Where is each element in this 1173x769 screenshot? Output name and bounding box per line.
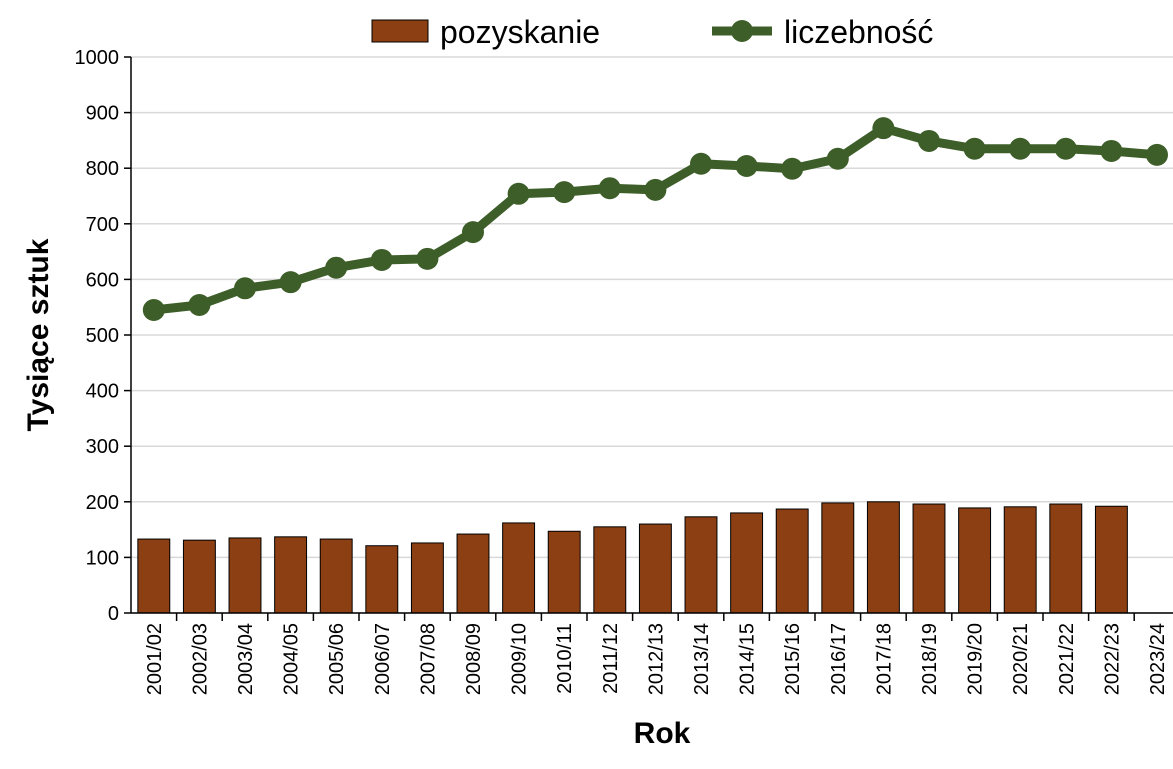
point (416, 247, 439, 270)
bar (730, 512, 764, 614)
point (370, 248, 393, 271)
x-tick-label: 2011/12 (600, 623, 622, 694)
y-tick-label: 300 (86, 436, 119, 458)
point (507, 182, 530, 205)
bar (547, 530, 581, 614)
y-axis-title: Tysiące sztuk (22, 238, 55, 431)
point (781, 157, 804, 180)
bar (274, 536, 308, 614)
point (462, 221, 484, 244)
x-axis-title: Rok (634, 717, 691, 750)
x-tick-label: 2017/18 (873, 623, 895, 695)
point (279, 271, 302, 294)
point (1054, 137, 1077, 160)
x-tick-label: 2007/08 (417, 623, 439, 695)
point (598, 177, 621, 200)
bar (1003, 506, 1037, 614)
x-tick-label: 2003/04 (235, 623, 257, 695)
bar (866, 501, 900, 614)
legend-label: liczebność (784, 14, 933, 50)
x-tick-label: 2002/03 (189, 623, 211, 695)
bar (775, 508, 809, 614)
x-tick-label: 2013/14 (691, 623, 713, 695)
y-tick-label: 200 (86, 492, 119, 514)
bar (958, 507, 992, 614)
x-tick-label: 2019/20 (965, 623, 987, 695)
x-tick-label: 2016/17 (828, 623, 850, 695)
line (153, 123, 1158, 315)
bar (593, 526, 627, 614)
point (690, 152, 712, 175)
bar (137, 538, 171, 614)
x-tick-label: 2010/11 (554, 623, 576, 694)
y-tick-label: 500 (86, 325, 119, 347)
bar (365, 545, 399, 614)
x-tick-label: 2020/21 (1010, 623, 1032, 695)
bar (319, 538, 353, 614)
point (872, 117, 895, 140)
y-tick-label: 900 (86, 103, 119, 125)
x-tick-label: 2009/10 (509, 623, 531, 695)
point (735, 154, 758, 177)
legend-swatch (731, 20, 753, 42)
x-tick-label: 2004/05 (281, 623, 303, 695)
x-tick-label: 2015/16 (782, 623, 804, 695)
point (644, 178, 667, 201)
point (234, 277, 256, 300)
x-tick-label: 2022/23 (1101, 623, 1123, 695)
y-tick-label: 600 (86, 269, 119, 291)
y-tick-label: 700 (86, 214, 119, 236)
x-tick-label: 2014/15 (737, 623, 759, 695)
bar (684, 516, 718, 614)
point (918, 129, 940, 152)
point (1146, 143, 1168, 166)
bar (1094, 505, 1128, 614)
point (325, 256, 348, 279)
bar (228, 537, 262, 614)
bar (638, 523, 672, 614)
x-tick-label: 2021/22 (1056, 623, 1078, 695)
bar (502, 522, 536, 614)
bar (456, 533, 490, 614)
bar (410, 542, 444, 614)
legend-swatch (371, 19, 429, 43)
point (553, 181, 576, 204)
x-tick-label: 2006/07 (372, 623, 394, 695)
point (1100, 139, 1123, 162)
bar (821, 502, 855, 614)
point (188, 293, 211, 316)
bar (912, 503, 946, 614)
point (1009, 137, 1032, 160)
x-tick-label: 2005/06 (326, 623, 348, 695)
bar (182, 539, 216, 614)
y-tick-label: 0 (108, 603, 119, 625)
y-tick-label: 800 (86, 158, 119, 180)
x-tick-label: 2018/19 (919, 623, 941, 695)
y-tick-label: 1000 (75, 47, 120, 69)
point (826, 147, 849, 170)
y-tick-label: 100 (86, 547, 119, 569)
x-tick-label: 2012/13 (645, 623, 667, 695)
bar (1049, 503, 1083, 614)
x-tick-label: 2001/02 (144, 623, 166, 695)
x-tick-label: 2008/09 (463, 623, 485, 695)
x-tick-label: 2023/24 (1147, 623, 1169, 695)
point (142, 298, 165, 321)
point (963, 137, 986, 160)
legend-label: pozyskanie (440, 14, 600, 50)
y-tick-label: 400 (86, 381, 119, 403)
